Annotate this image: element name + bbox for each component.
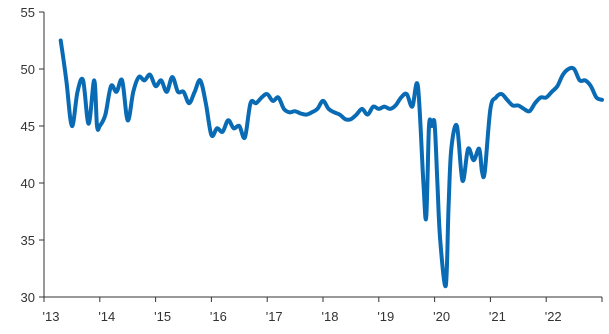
x-axis-ticks: '13 '14 '15 '16 '17 '18 '19 '20 '21 '22 <box>43 297 603 324</box>
x-tick-label: '22 <box>545 309 562 324</box>
x-tick-label: '21 <box>489 309 506 324</box>
x-tick-label: '19 <box>377 309 394 324</box>
x-tick-label: '14 <box>98 309 115 324</box>
x-tick-label: '17 <box>266 309 283 324</box>
x-tick-label: '13 <box>43 309 60 324</box>
y-tick-label: 30 <box>21 290 35 305</box>
series-line-0 <box>58 38 604 288</box>
x-tick-label: '16 <box>210 309 227 324</box>
x-tick-label: '15 <box>154 309 171 324</box>
x-tick-label: '20 <box>433 309 450 324</box>
y-axis-ticks: 30 35 40 45 50 55 <box>21 5 44 305</box>
y-tick-label: 35 <box>21 233 35 248</box>
series-group <box>58 38 604 288</box>
y-tick-label: 40 <box>21 176 35 191</box>
y-tick-label: 45 <box>21 119 35 134</box>
x-tick-label: '18 <box>322 309 339 324</box>
y-tick-label: 50 <box>21 62 35 77</box>
y-tick-label: 55 <box>21 5 35 20</box>
